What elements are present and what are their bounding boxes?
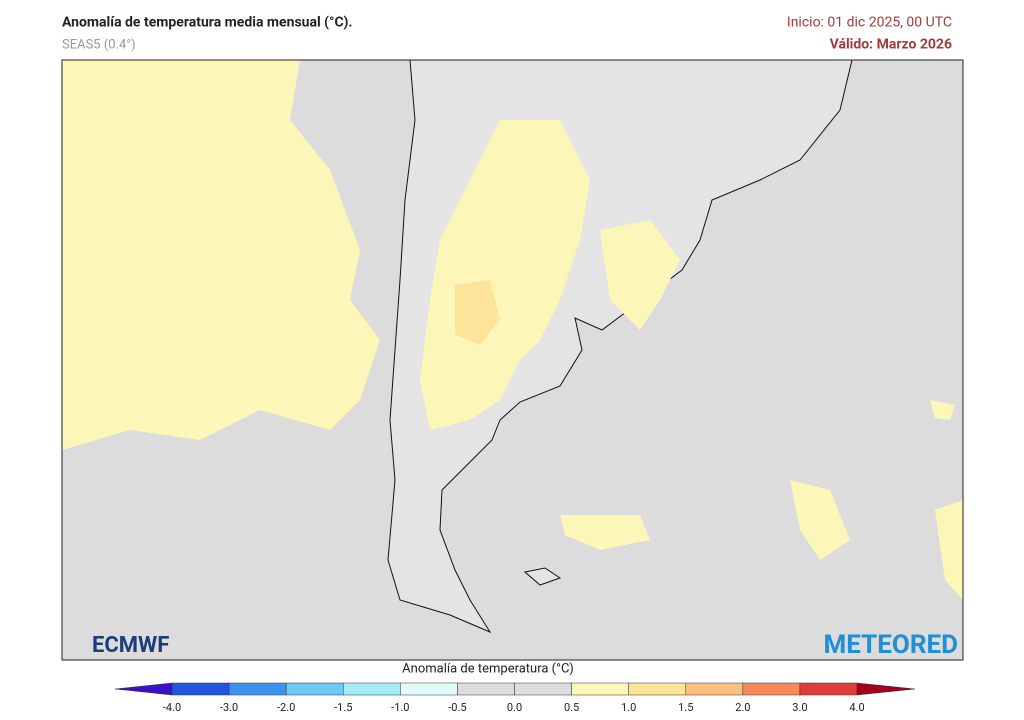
colorbar-tick-label: -4.0 <box>163 701 181 714</box>
anomaly-area <box>790 480 850 560</box>
colorbar-tick-label: 4.0 <box>849 701 864 714</box>
anomaly-area <box>420 120 590 430</box>
colorbar-segment <box>400 682 458 696</box>
colorbar-tick-label: 0.0 <box>507 701 522 714</box>
colorbar-tick-label: 0.5 <box>564 701 579 714</box>
colorbar-segment <box>171 682 230 696</box>
colorbar-segment <box>628 682 687 696</box>
colorbar-tick-label: 3.0 <box>792 701 807 714</box>
colorbar-tick-label: -0.5 <box>448 701 466 714</box>
title: Anomalía de temperatura media mensual (°… <box>62 15 352 31</box>
colorbar-tick-label: -3.0 <box>220 701 238 714</box>
colorbar-segment <box>457 682 515 696</box>
init-date: Inicio: 01 dic 2025, 00 UTC <box>787 15 952 31</box>
island <box>523 567 562 586</box>
colorbar-segment <box>799 682 858 696</box>
ecmwf-logo: ECMWF <box>92 633 169 658</box>
colorbar: -4.0 -3.0 -2.0 -1.5 -1.0 -0.5 0.0 0.5 1.0 1.5 2.0 3… <box>114 682 916 714</box>
colorbar-label: Anomalía de temperatura (°C) <box>402 661 574 676</box>
colorbar-segment <box>285 682 344 696</box>
colorbar-end <box>114 682 173 696</box>
map <box>61 59 964 661</box>
colorbar-tick-label: -1.0 <box>391 701 409 714</box>
anomaly-area <box>62 60 380 450</box>
colorbar-end <box>856 682 916 696</box>
meteored-logo: METEORED <box>824 630 958 660</box>
colorbar-segment <box>228 682 287 696</box>
colorbar-tick-label: -2.0 <box>277 701 295 714</box>
colorbar-segment <box>742 682 801 696</box>
valid-date: Válido: Marzo 2026 <box>830 37 952 53</box>
colorbar-segment <box>685 682 744 696</box>
colorbar-segment <box>514 682 572 696</box>
colorbar-tick-label: 1.0 <box>621 701 636 714</box>
anomaly-area <box>930 400 963 600</box>
anomaly-area <box>560 515 650 550</box>
model: SEAS5 (0.4°) <box>62 37 136 52</box>
colorbar-segment <box>343 682 401 696</box>
anomaly-area <box>455 280 500 345</box>
colorbar-segment <box>571 682 629 696</box>
colorbar-tick-label: 2.0 <box>735 701 750 714</box>
colorbar-tick-label: -1.5 <box>334 701 352 714</box>
map-frame <box>61 59 964 661</box>
colorbar-tick-label: 1.5 <box>678 701 693 714</box>
anomaly-area <box>600 220 680 330</box>
